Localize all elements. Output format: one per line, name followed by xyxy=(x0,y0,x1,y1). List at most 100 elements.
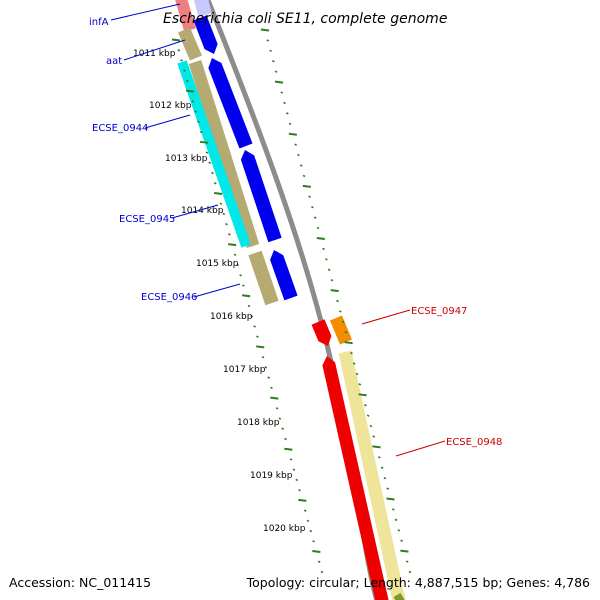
tick-label-1017: 1017 kbp xyxy=(223,365,266,375)
tick-outer-11 xyxy=(294,143,298,146)
gene-aat-bar xyxy=(193,15,218,55)
tick-label-1016: 1016 kbp xyxy=(210,312,253,322)
gene-infA-blue-bar xyxy=(194,0,212,17)
tick-outer-10 xyxy=(288,132,298,136)
tick-outer-7 xyxy=(283,101,286,105)
tick-label-1012: 1012 kbp xyxy=(149,101,192,111)
tick-inner-41 xyxy=(289,458,293,461)
tick-inner-10 xyxy=(199,140,209,144)
gene-ECSE_0944-bar xyxy=(177,60,251,248)
tick-outer-48 xyxy=(397,529,401,532)
gene-labels: infA aat ECSE_0944 ECSE_0945 ECSE_0946 E… xyxy=(89,17,502,448)
tick-outer-25 xyxy=(330,289,339,293)
gene-ECSE_0948-bar xyxy=(322,356,389,600)
leader-ECSE_0948 xyxy=(395,440,446,457)
tick-outer-42 xyxy=(380,466,384,469)
gene-ECSE_0946-bar xyxy=(270,250,298,301)
gene-ECSE_0945-bar-a xyxy=(208,58,253,149)
tick-outer-23 xyxy=(327,268,331,271)
tick-outer-36 xyxy=(364,404,367,407)
tick-inner-31 xyxy=(261,355,265,359)
tick-outer-16 xyxy=(308,195,311,198)
tick-outer-19 xyxy=(316,226,320,230)
gene-ECSE_0945-bar-b xyxy=(240,150,282,243)
tick-inner-13 xyxy=(211,171,214,175)
tick-outer-1 xyxy=(266,39,270,42)
gene-label-aat[interactable]: aat xyxy=(106,56,122,67)
tick-inner-26 xyxy=(247,304,251,308)
tick-outer-22 xyxy=(324,258,328,261)
tick-inner-22 xyxy=(236,263,240,267)
tick-outer-46 xyxy=(391,508,395,511)
tick-outer-45 xyxy=(386,497,395,501)
tick-outer-27 xyxy=(338,310,342,313)
tick-inner-32 xyxy=(264,366,268,369)
tick-inner-21 xyxy=(233,253,237,257)
tick-inner-2 xyxy=(180,59,183,62)
tick-inner-37 xyxy=(278,417,282,420)
gene-label-ECSE_0945[interactable]: ECSE_0945 xyxy=(119,214,175,225)
tick-inner-3 xyxy=(183,69,186,72)
tick-inner-28 xyxy=(253,325,256,328)
tick-inner-27 xyxy=(250,315,254,318)
tick-inner-4 xyxy=(185,79,189,83)
leader-ECSE_0946 xyxy=(193,283,241,298)
tick-inner-23 xyxy=(239,274,242,277)
leader-ECSE_0944 xyxy=(144,114,191,129)
tick-outer-43 xyxy=(383,476,387,480)
gene-infA-bar xyxy=(175,0,196,32)
tick-inner-8 xyxy=(197,120,200,124)
tick-label-1018: 1018 kbp xyxy=(237,418,280,428)
tick-outer-51 xyxy=(405,560,409,563)
label-leaders xyxy=(110,3,446,457)
gene-label-infA[interactable]: infA xyxy=(89,17,109,28)
tick-outer-15 xyxy=(302,184,311,188)
tick-outer-49 xyxy=(400,539,403,542)
tick-label-1013: 1013 kbp xyxy=(165,154,208,164)
tick-inner-38 xyxy=(281,427,285,430)
gene-label-ECSE_0948[interactable]: ECSE_0948 xyxy=(446,437,502,448)
leader-aat xyxy=(123,39,186,61)
tick-outer-47 xyxy=(394,518,398,522)
tick-inner-9 xyxy=(199,130,203,134)
tick-outer-50 xyxy=(400,549,409,553)
tick-inner-47 xyxy=(306,519,310,523)
tick-labels: 1011 kbp 1012 kbp 1013 kbp 1014 kbp 1015… xyxy=(133,49,306,534)
tick-outer-30 xyxy=(344,341,353,345)
tick-inner-39 xyxy=(284,437,287,441)
tick-inner-15 xyxy=(213,191,223,195)
tick-inner-17 xyxy=(222,212,226,216)
tick-inner-7 xyxy=(194,110,198,113)
tick-inner-29 xyxy=(256,335,259,338)
gene-label-ECSE_0946[interactable]: ECSE_0946 xyxy=(141,292,197,303)
tick-outer-21 xyxy=(322,247,325,251)
tick-inner-20 xyxy=(228,243,237,247)
tick-inner-51 xyxy=(317,560,321,563)
tick-outer-24 xyxy=(330,278,334,282)
tick-inner-46 xyxy=(303,509,307,512)
tick-inner-35 xyxy=(270,396,279,400)
tick-inner-48 xyxy=(309,529,313,533)
tick-inner-19 xyxy=(227,233,231,236)
genome-summary-text: Topology: circular; Length: 4,887,515 bp… xyxy=(246,575,590,590)
tick-outer-26 xyxy=(336,299,339,303)
tick-inner-43 xyxy=(295,478,299,482)
tick-inner-36 xyxy=(275,407,279,410)
tick-outer-5 xyxy=(274,80,284,84)
tick-outer-18 xyxy=(313,216,317,219)
tick-inner-30 xyxy=(256,345,265,349)
gene-label-ECSE_0944[interactable]: ECSE_0944 xyxy=(92,123,148,134)
tick-outer-37 xyxy=(366,414,370,417)
tick-outer-9 xyxy=(288,122,292,126)
gene-label-ECSE_0947[interactable]: ECSE_0947 xyxy=(411,306,467,317)
tick-outer-8 xyxy=(285,112,289,115)
tick-inner-12 xyxy=(208,161,212,164)
tick-outer-32 xyxy=(352,362,356,365)
tick-label-1020: 1020 kbp xyxy=(263,524,306,534)
tick-label-1015: 1015 kbp xyxy=(196,259,239,269)
tick-inner-49 xyxy=(312,540,315,543)
tick-inner-25 xyxy=(242,294,251,298)
gene-ECSE_0948-pale-band xyxy=(338,350,406,600)
tick-outer-34 xyxy=(358,383,362,386)
